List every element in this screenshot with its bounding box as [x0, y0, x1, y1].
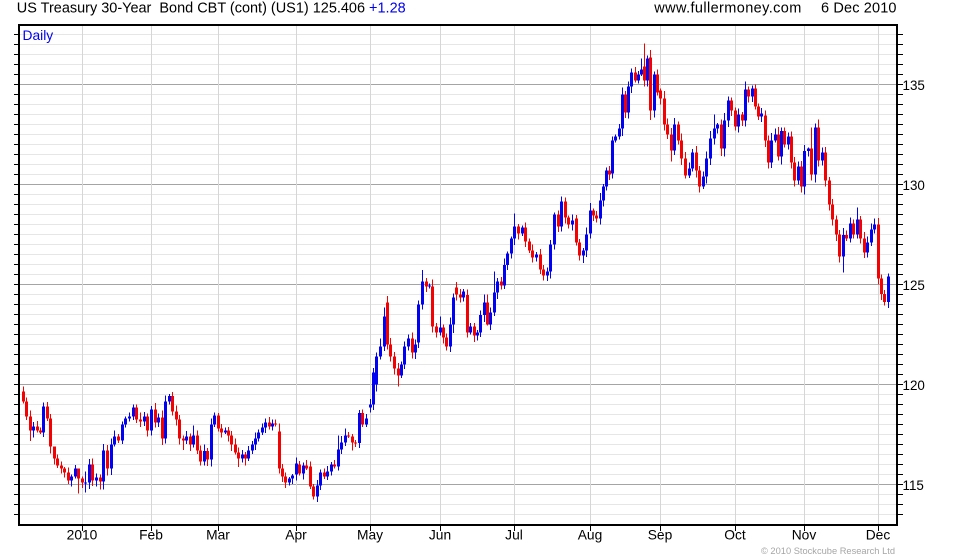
svg-text:6 Dec 2010: 6 Dec 2010 [821, 1, 897, 17]
svg-text:Sep: Sep [648, 528, 673, 543]
svg-text:125: 125 [903, 278, 925, 293]
svg-text:115: 115 [903, 478, 924, 493]
svg-text:2010: 2010 [67, 528, 98, 543]
svg-text:Daily: Daily [23, 28, 54, 43]
svg-text:Nov: Nov [792, 528, 817, 543]
svg-text:135: 135 [903, 78, 925, 93]
svg-text:Apr: Apr [285, 528, 307, 543]
svg-text:Aug: Aug [578, 528, 603, 543]
svg-text:130: 130 [903, 178, 925, 193]
svg-text:US Treasury 30-Year Bond CBT: US Treasury 30-Year Bond CBT (cont) (US1… [17, 1, 406, 17]
svg-text:Jun: Jun [429, 528, 451, 543]
svg-text:Jul: Jul [505, 528, 523, 543]
svg-text:120: 120 [903, 378, 925, 393]
svg-text:www.fullermoney.com: www.fullermoney.com [653, 1, 801, 17]
svg-text:Mar: Mar [206, 528, 230, 543]
svg-text:May: May [357, 528, 383, 543]
svg-text:Dec: Dec [866, 528, 891, 543]
svg-text:Feb: Feb [139, 528, 163, 543]
svg-text:© 2010 Stockcube Research Ltd: © 2010 Stockcube Research Ltd [761, 546, 895, 556]
svg-text:Oct: Oct [724, 528, 746, 543]
